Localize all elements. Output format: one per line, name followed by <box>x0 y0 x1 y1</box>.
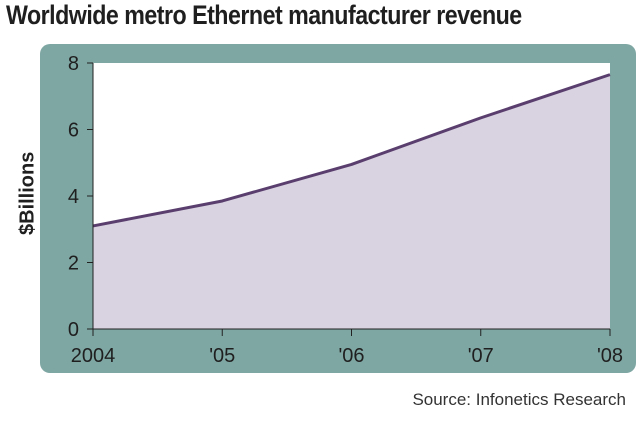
x-tick-label: '05 <box>209 345 235 367</box>
x-tick-label: '07 <box>468 345 494 367</box>
y-tick-label: 2 <box>68 253 79 275</box>
series-area <box>93 74 610 329</box>
y-tick-label: 8 <box>68 53 79 75</box>
chart-title: Worldwide metro Ethernet manufacturer re… <box>6 0 522 30</box>
x-tick-label: '08 <box>597 345 623 367</box>
series-line <box>92 73 611 228</box>
source-note: Source: Infonetics Research <box>412 390 626 409</box>
y-tick-label: 6 <box>68 120 79 142</box>
y-tick-label: 0 <box>68 319 79 341</box>
y-tick-label: 4 <box>68 186 79 208</box>
x-tick-label: 2004 <box>71 345 116 367</box>
x-tick-label: '06 <box>338 345 364 367</box>
axes: 0 2 4 6 8 2004 '05 '06 '07 '08 <box>68 53 623 367</box>
